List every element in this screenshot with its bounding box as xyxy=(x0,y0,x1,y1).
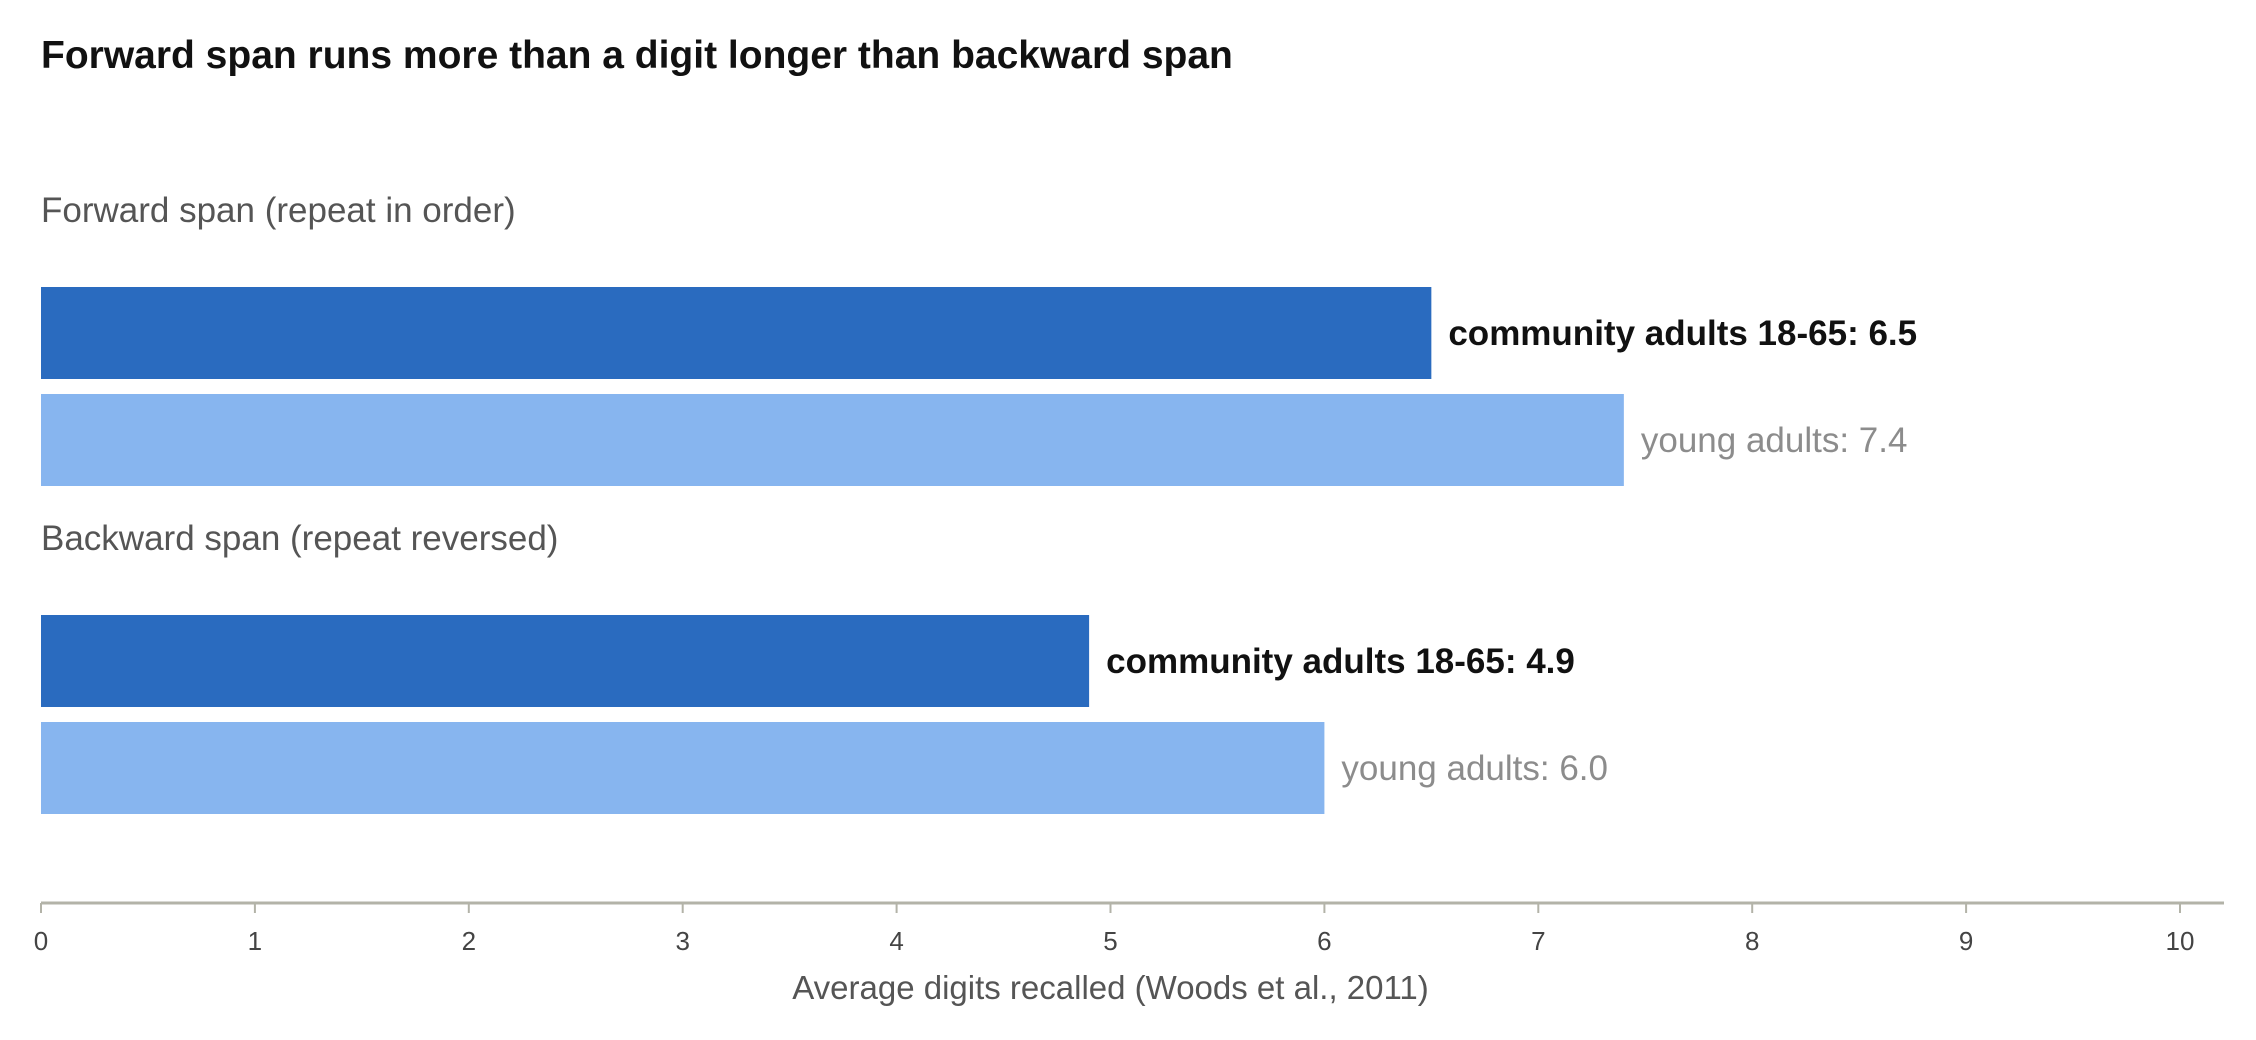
x-tick-label: 1 xyxy=(248,926,262,956)
group-label: Forward span (repeat in order) xyxy=(41,191,516,230)
x-tick-label: 5 xyxy=(1103,926,1117,956)
x-tick-label: 7 xyxy=(1531,926,1545,956)
x-tick-label: 0 xyxy=(34,926,48,956)
bar-community-adults xyxy=(41,615,1090,707)
data-label: young adults: 6.0 xyxy=(1341,749,1608,788)
x-tick-label: 9 xyxy=(1959,926,1973,956)
x-tick-label: 4 xyxy=(889,926,903,956)
data-label: community adults 18-65: 4.9 xyxy=(1106,642,1575,681)
bar-community-adults xyxy=(41,287,1432,379)
data-label: young adults: 7.4 xyxy=(1641,421,1908,460)
x-axis-label: Average digits recalled (Woods et al., 2… xyxy=(792,969,1429,1006)
x-axis-ticks: 0 1 2 3 4 5 6 7 8 9 10 xyxy=(34,903,2195,956)
data-label: community adults 18-65: 6.5 xyxy=(1448,314,1917,353)
chart-title: Forward span runs more than a digit long… xyxy=(41,34,1233,77)
x-tick-label: 10 xyxy=(2166,926,2195,956)
group-label: Backward span (repeat reversed) xyxy=(41,519,558,558)
bar-young-adults xyxy=(41,394,1624,486)
x-tick-label: 2 xyxy=(462,926,476,956)
bar-young-adults xyxy=(41,722,1325,814)
x-tick-label: 3 xyxy=(675,926,689,956)
x-tick-label: 6 xyxy=(1317,926,1331,956)
bar-groups: Forward span (repeat in order) community … xyxy=(41,191,1917,814)
x-tick-label: 8 xyxy=(1745,926,1759,956)
